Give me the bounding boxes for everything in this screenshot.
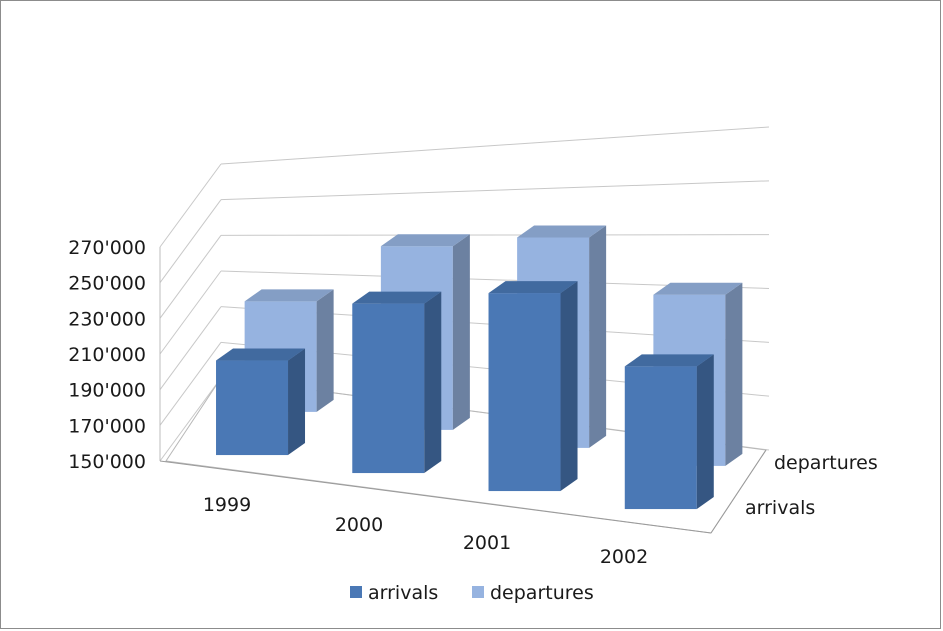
bar-top-face: [653, 282, 743, 295]
legend-label: arrivals: [368, 582, 438, 604]
bar-side-face: [560, 281, 578, 492]
y-tick-label: 150'000: [68, 451, 146, 473]
bar-top-face: [517, 225, 607, 238]
bar-side-face: [452, 234, 470, 430]
depth-axis-line: [710, 449, 767, 534]
bar-top-face: [488, 281, 578, 294]
gridline: [220, 180, 770, 201]
arrivals-bar: [352, 291, 442, 474]
bar-top-face: [352, 291, 442, 304]
side-gridline: [159, 270, 222, 355]
side-gridline: [159, 199, 222, 283]
y-tick-label: 230'000: [68, 308, 146, 330]
bar-front-face: [488, 293, 561, 492]
depth-label: departures: [774, 452, 878, 474]
side-gridline: [159, 377, 222, 462]
x-tick-label: 2002: [600, 546, 648, 568]
arrivals-bar: [624, 354, 714, 510]
x-tick-label: 1999: [203, 494, 251, 516]
bar-side-face: [424, 291, 442, 474]
bar-side-face: [589, 225, 607, 448]
bar-side-face: [725, 282, 743, 466]
x-tick-label: 2000: [335, 514, 383, 536]
side-gridline: [159, 235, 222, 319]
gridline: [220, 234, 770, 236]
legend-swatch: [350, 586, 362, 598]
bar-side-face: [316, 289, 334, 412]
y-tick-label: 190'000: [68, 380, 146, 402]
depth-label: arrivals: [745, 497, 815, 519]
bar-front-face: [624, 366, 697, 510]
x-axis-line: [159, 460, 712, 534]
bar-top-face: [244, 289, 334, 302]
legend-label: departures: [490, 582, 594, 604]
legend-swatch: [472, 586, 484, 598]
side-gridline: [159, 342, 222, 426]
bar-top-face: [624, 354, 714, 367]
y-tick-label: 170'000: [68, 415, 146, 437]
gridline: [220, 126, 770, 165]
x-tick-label: 2001: [463, 532, 511, 554]
y-tick-label: 270'000: [68, 237, 146, 259]
side-gridline: [159, 163, 222, 248]
y-tick-label: 250'000: [68, 273, 146, 295]
bar-side-face: [696, 354, 714, 510]
bar-top-face: [380, 234, 470, 247]
arrivals-bar: [216, 348, 306, 456]
bar-top-face: [216, 348, 306, 361]
side-gridline: [159, 306, 222, 390]
bar-side-face: [288, 348, 306, 456]
bar-front-face: [216, 360, 289, 456]
bar-front-face: [352, 303, 425, 474]
y-tick-label: 210'000: [68, 344, 146, 366]
arrivals-bar: [488, 281, 578, 492]
